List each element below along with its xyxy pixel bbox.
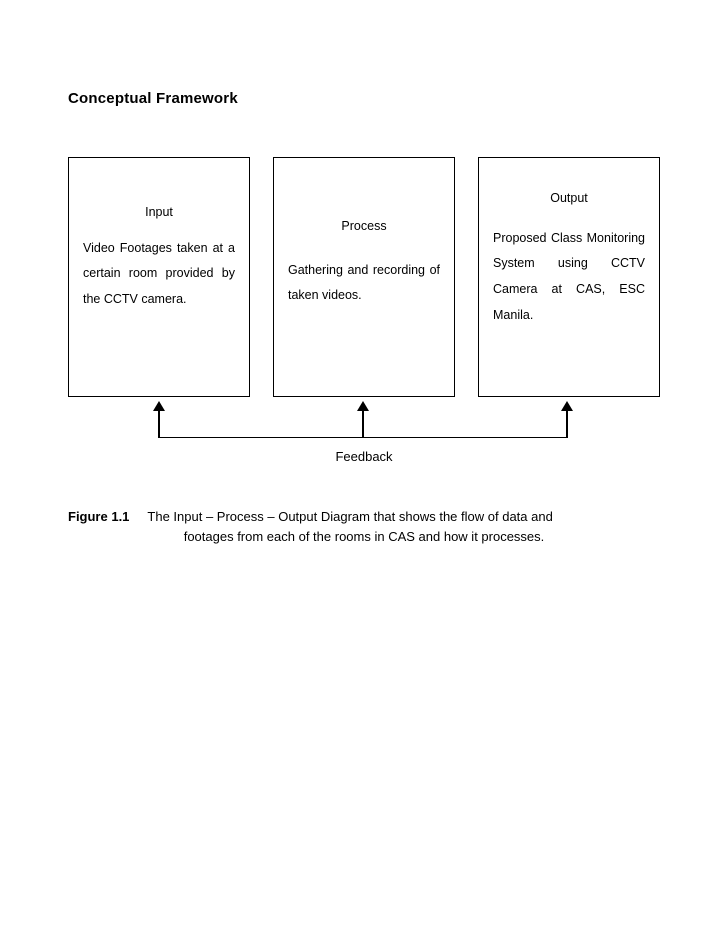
box-output-label: Output — [493, 186, 645, 212]
feedback-connector: Feedback — [68, 397, 660, 479]
caption-line1: The Input – Process – Output Diagram tha… — [147, 509, 552, 524]
arrow-stem — [158, 411, 159, 437]
figure-caption: Figure 1.1 The Input – Process – Output D… — [68, 507, 660, 546]
arrow-up-icon — [357, 401, 369, 411]
arrow-stem — [566, 411, 567, 437]
box-input-text: Video Footages taken at a certain room p… — [83, 241, 235, 306]
arrow-up-icon — [561, 401, 573, 411]
box-process-label: Process — [288, 214, 440, 240]
figure-number: Figure 1.1 — [68, 507, 129, 527]
document-page: Conceptual Framework Input Video Footage… — [0, 0, 728, 942]
box-process: Process Gathering and recording of taken… — [273, 157, 455, 397]
arrow-up-icon — [153, 401, 165, 411]
box-output-text: Proposed Class Monitoring System using C… — [493, 231, 645, 322]
box-input: Input Video Footages taken at a certain … — [68, 157, 250, 397]
arrow-stem — [362, 411, 363, 437]
ipo-boxes-row: Input Video Footages taken at a certain … — [68, 157, 660, 397]
feedback-label: Feedback — [68, 449, 660, 464]
box-input-label: Input — [83, 200, 235, 226]
feedback-bar — [158, 437, 567, 438]
section-title: Conceptual Framework — [68, 90, 660, 107]
box-output: Output Proposed Class Monitoring System … — [478, 157, 660, 397]
box-process-text: Gathering and recording of taken videos. — [288, 263, 440, 303]
caption-line2: footages from each of the rooms in CAS a… — [68, 527, 660, 547]
